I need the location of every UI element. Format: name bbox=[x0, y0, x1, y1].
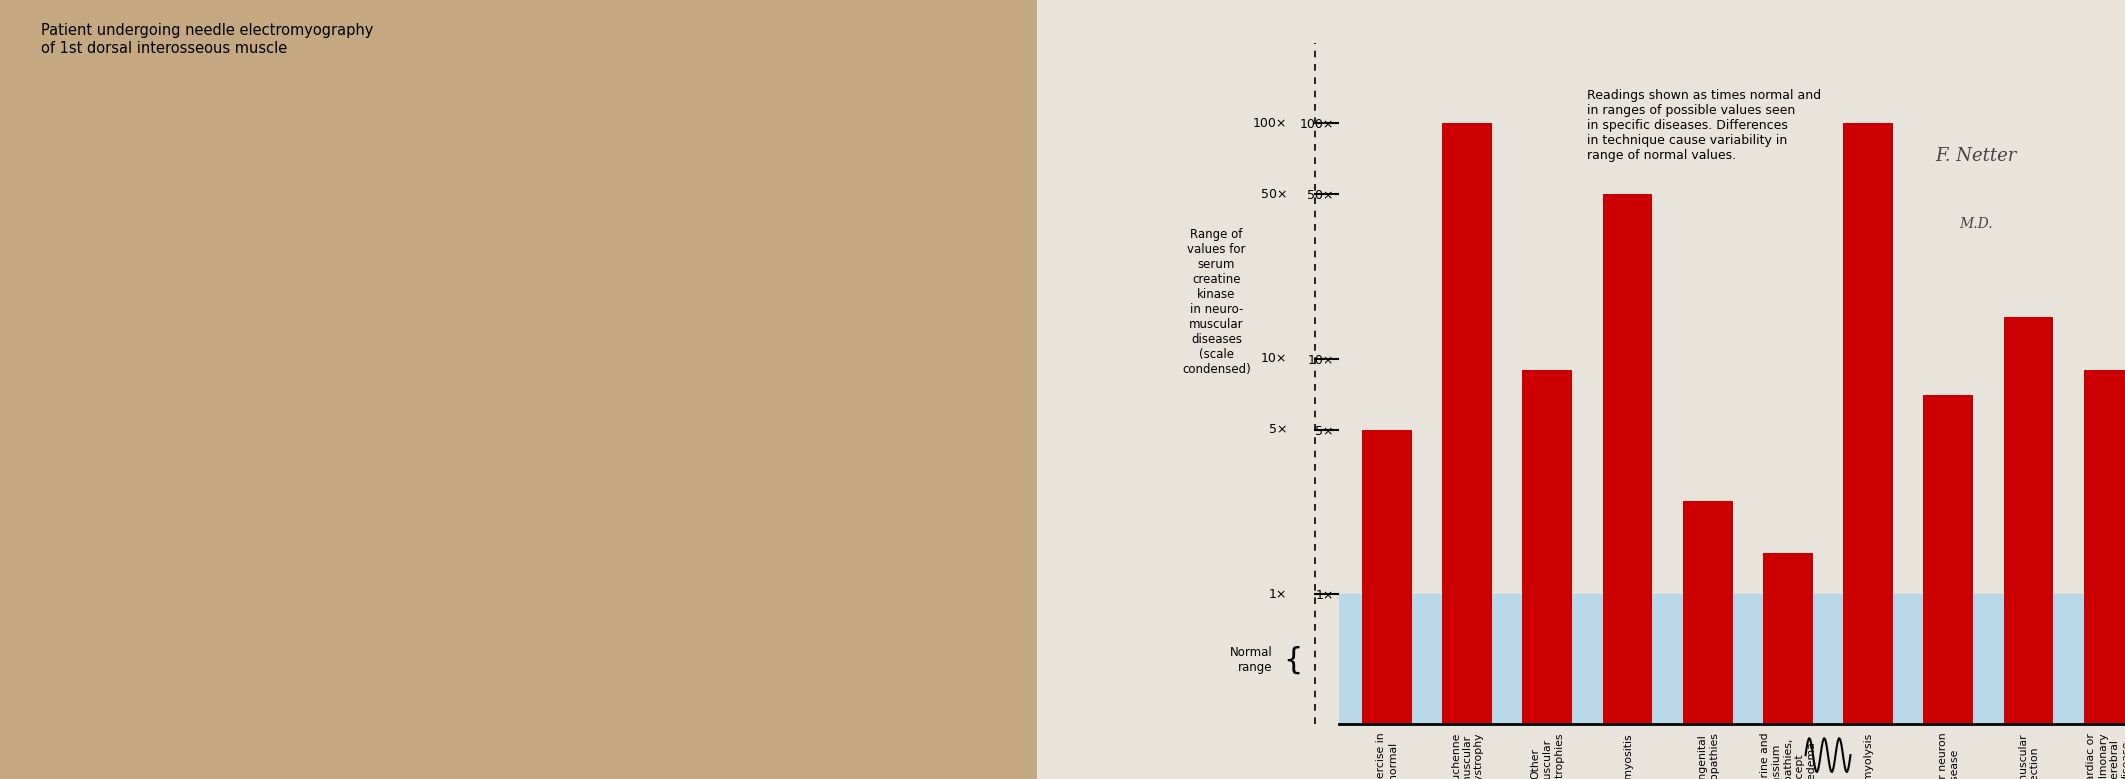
Bar bbox=[1362, 430, 1411, 779]
Bar bbox=[1602, 194, 1653, 779]
Text: 1×: 1× bbox=[1269, 588, 1288, 601]
Bar bbox=[1522, 370, 1572, 779]
Text: 100×: 100× bbox=[1254, 117, 1288, 130]
Text: Patient undergoing needle electromyography
of 1st dorsal interosseous muscle: Patient undergoing needle electromyograp… bbox=[42, 23, 374, 56]
Bar bbox=[1683, 501, 1732, 779]
Bar bbox=[1842, 123, 1893, 779]
Text: 50×: 50× bbox=[1260, 188, 1288, 201]
Bar bbox=[1443, 123, 1492, 779]
Bar bbox=[1764, 553, 1813, 779]
Text: {: { bbox=[1284, 645, 1303, 674]
Bar bbox=[1339, 594, 2125, 724]
Bar bbox=[2004, 317, 2053, 779]
Text: Range of
values for
serum
creatine
kinase
in neuro-
muscular
diseases
(scale
con: Range of values for serum creatine kinas… bbox=[1182, 228, 1252, 375]
Bar bbox=[1923, 396, 1974, 779]
Text: F. Netter: F. Netter bbox=[1936, 146, 2017, 165]
Text: Normal
range: Normal range bbox=[1230, 646, 1273, 674]
Text: Readings shown as times normal and
in ranges of possible values seen
in specific: Readings shown as times normal and in ra… bbox=[1587, 89, 1821, 162]
Text: 5×: 5× bbox=[1269, 423, 1288, 436]
Text: 10×: 10× bbox=[1260, 352, 1288, 365]
Bar bbox=[2085, 370, 2125, 779]
Text: M.D.: M.D. bbox=[1959, 217, 1993, 231]
